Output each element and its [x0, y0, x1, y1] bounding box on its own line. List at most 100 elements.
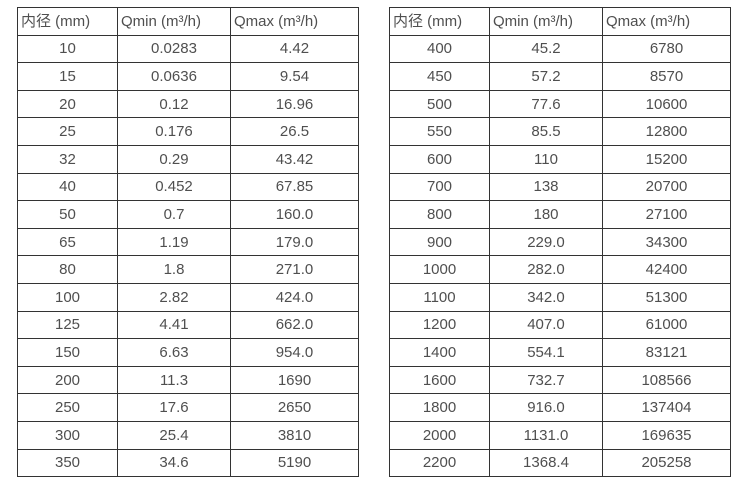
- table-row: 400 45.2 6780: [389, 34, 731, 64]
- table-row: 700 138 20700: [389, 172, 731, 202]
- qmin-cell: 6.63: [117, 338, 231, 367]
- diameter-cell: 550: [389, 117, 490, 146]
- table-row: 200 11.3 1690: [17, 365, 359, 395]
- diameter-cell: 450: [389, 62, 490, 91]
- qmax-cell: 6780: [602, 34, 731, 64]
- qmin-cell: 0.452: [117, 172, 231, 202]
- qmin-cell: 1.8: [117, 255, 231, 284]
- diameter-cell: 350: [17, 448, 118, 478]
- diameter-cell: 100: [17, 282, 118, 312]
- table-row: 1800 916.0 137404: [389, 393, 731, 422]
- qmin-cell: 916.0: [489, 393, 603, 422]
- table-row: 600 110 15200: [389, 144, 731, 174]
- table-row: 1200 407.0 61000: [389, 310, 731, 340]
- spec-table-left: 内径 (mm) Qmin (m³/h) Qmax (m³/h) 10 0.0283…: [17, 7, 359, 478]
- qmax-cell: 67.85: [230, 172, 359, 202]
- header-row: 内径 (mm) Qmin (m³/h) Qmax (m³/h): [389, 7, 731, 36]
- qmax-cell: 179.0: [230, 227, 359, 257]
- qmin-cell: 282.0: [489, 255, 603, 284]
- diameter-cell: 250: [17, 393, 118, 422]
- qmin-cell: 34.6: [117, 448, 231, 478]
- diameter-cell: 1100: [389, 282, 490, 312]
- table-row: 550 85.5 12800: [389, 117, 731, 146]
- qmax-cell: 108566: [602, 365, 731, 395]
- column-header-qmax: Qmax (m³/h): [602, 7, 731, 36]
- qmax-cell: 8570: [602, 62, 731, 91]
- qmax-cell: 12800: [602, 117, 731, 146]
- diameter-cell: 1200: [389, 310, 490, 340]
- column-header-diameter: 内径 (mm): [389, 7, 490, 36]
- diameter-cell: 20: [17, 89, 118, 119]
- qmax-cell: 4.42: [230, 34, 359, 64]
- diameter-cell: 80: [17, 255, 118, 284]
- table-row: 1000 282.0 42400: [389, 255, 731, 284]
- table-row: 500 77.6 10600: [389, 89, 731, 119]
- qmin-cell: 342.0: [489, 282, 603, 312]
- qmin-cell: 0.0636: [117, 62, 231, 91]
- qmax-cell: 662.0: [230, 310, 359, 340]
- spec-table-left-wrap: 内径 (mm) Qmin (m³/h) Qmax (m³/h) 10 0.0283…: [17, 7, 359, 478]
- table-row: 80 1.8 271.0: [17, 255, 359, 284]
- diameter-cell: 25: [17, 117, 118, 146]
- table-row: 300 25.4 3810: [17, 420, 359, 450]
- qmin-cell: 138: [489, 172, 603, 202]
- qmin-cell: 1.19: [117, 227, 231, 257]
- qmax-cell: 271.0: [230, 255, 359, 284]
- qmax-cell: 9.54: [230, 62, 359, 91]
- qmin-cell: 25.4: [117, 420, 231, 450]
- diameter-cell: 700: [389, 172, 490, 202]
- diameter-cell: 40: [17, 172, 118, 202]
- column-header-qmin: Qmin (m³/h): [489, 7, 603, 36]
- diameter-cell: 2200: [389, 448, 490, 478]
- diameter-cell: 10: [17, 34, 118, 64]
- diameter-cell: 600: [389, 144, 490, 174]
- qmax-cell: 15200: [602, 144, 731, 174]
- table-row: 900 229.0 34300: [389, 227, 731, 257]
- qmin-cell: 0.29: [117, 144, 231, 174]
- table-body: 400 45.2 6780 450 57.2 8570 500 77.6 10600 550 85.…: [389, 34, 731, 478]
- qmax-cell: 3810: [230, 420, 359, 450]
- table-row: 800 180 27100: [389, 200, 731, 229]
- table-row: 1400 554.1 83121: [389, 338, 731, 367]
- qmax-cell: 205258: [602, 448, 731, 478]
- diameter-cell: 65: [17, 227, 118, 257]
- qmin-cell: 110: [489, 144, 603, 174]
- diameter-cell: 200: [17, 365, 118, 395]
- table-row: 2000 1131.0 169635: [389, 420, 731, 450]
- qmin-cell: 57.2: [489, 62, 603, 91]
- qmin-cell: 0.0283: [117, 34, 231, 64]
- table-row: 25 0.176 26.5: [17, 117, 359, 146]
- qmax-cell: 83121: [602, 338, 731, 367]
- table-row: 10 0.0283 4.42: [17, 34, 359, 64]
- qmin-cell: 85.5: [489, 117, 603, 146]
- table-row: 1100 342.0 51300: [389, 282, 731, 312]
- qmax-cell: 51300: [602, 282, 731, 312]
- qmax-cell: 26.5: [230, 117, 359, 146]
- table-row: 250 17.6 2650: [17, 393, 359, 422]
- qmin-cell: 11.3: [117, 365, 231, 395]
- table-row: 20 0.12 16.96: [17, 89, 359, 119]
- table-row: 65 1.19 179.0: [17, 227, 359, 257]
- diameter-cell: 300: [17, 420, 118, 450]
- table-row: 50 0.7 160.0: [17, 200, 359, 229]
- qmin-cell: 4.41: [117, 310, 231, 340]
- qmax-cell: 42400: [602, 255, 731, 284]
- table-row: 350 34.6 5190: [17, 448, 359, 478]
- qmax-cell: 20700: [602, 172, 731, 202]
- table-row: 100 2.82 424.0: [17, 282, 359, 312]
- diameter-cell: 32: [17, 144, 118, 174]
- diameter-cell: 2000: [389, 420, 490, 450]
- table-row: 2200 1368.4 205258: [389, 448, 731, 478]
- diameter-cell: 125: [17, 310, 118, 340]
- qmin-cell: 45.2: [489, 34, 603, 64]
- qmax-cell: 27100: [602, 200, 731, 229]
- qmax-cell: 61000: [602, 310, 731, 340]
- table-row: 32 0.29 43.42: [17, 144, 359, 174]
- qmin-cell: 0.7: [117, 200, 231, 229]
- qmax-cell: 34300: [602, 227, 731, 257]
- qmax-cell: 954.0: [230, 338, 359, 367]
- spec-table-right: 内径 (mm) Qmin (m³/h) Qmax (m³/h) 400 45.2 6…: [389, 7, 731, 478]
- diameter-cell: 150: [17, 338, 118, 367]
- diameter-cell: 1400: [389, 338, 490, 367]
- diameter-cell: 500: [389, 89, 490, 119]
